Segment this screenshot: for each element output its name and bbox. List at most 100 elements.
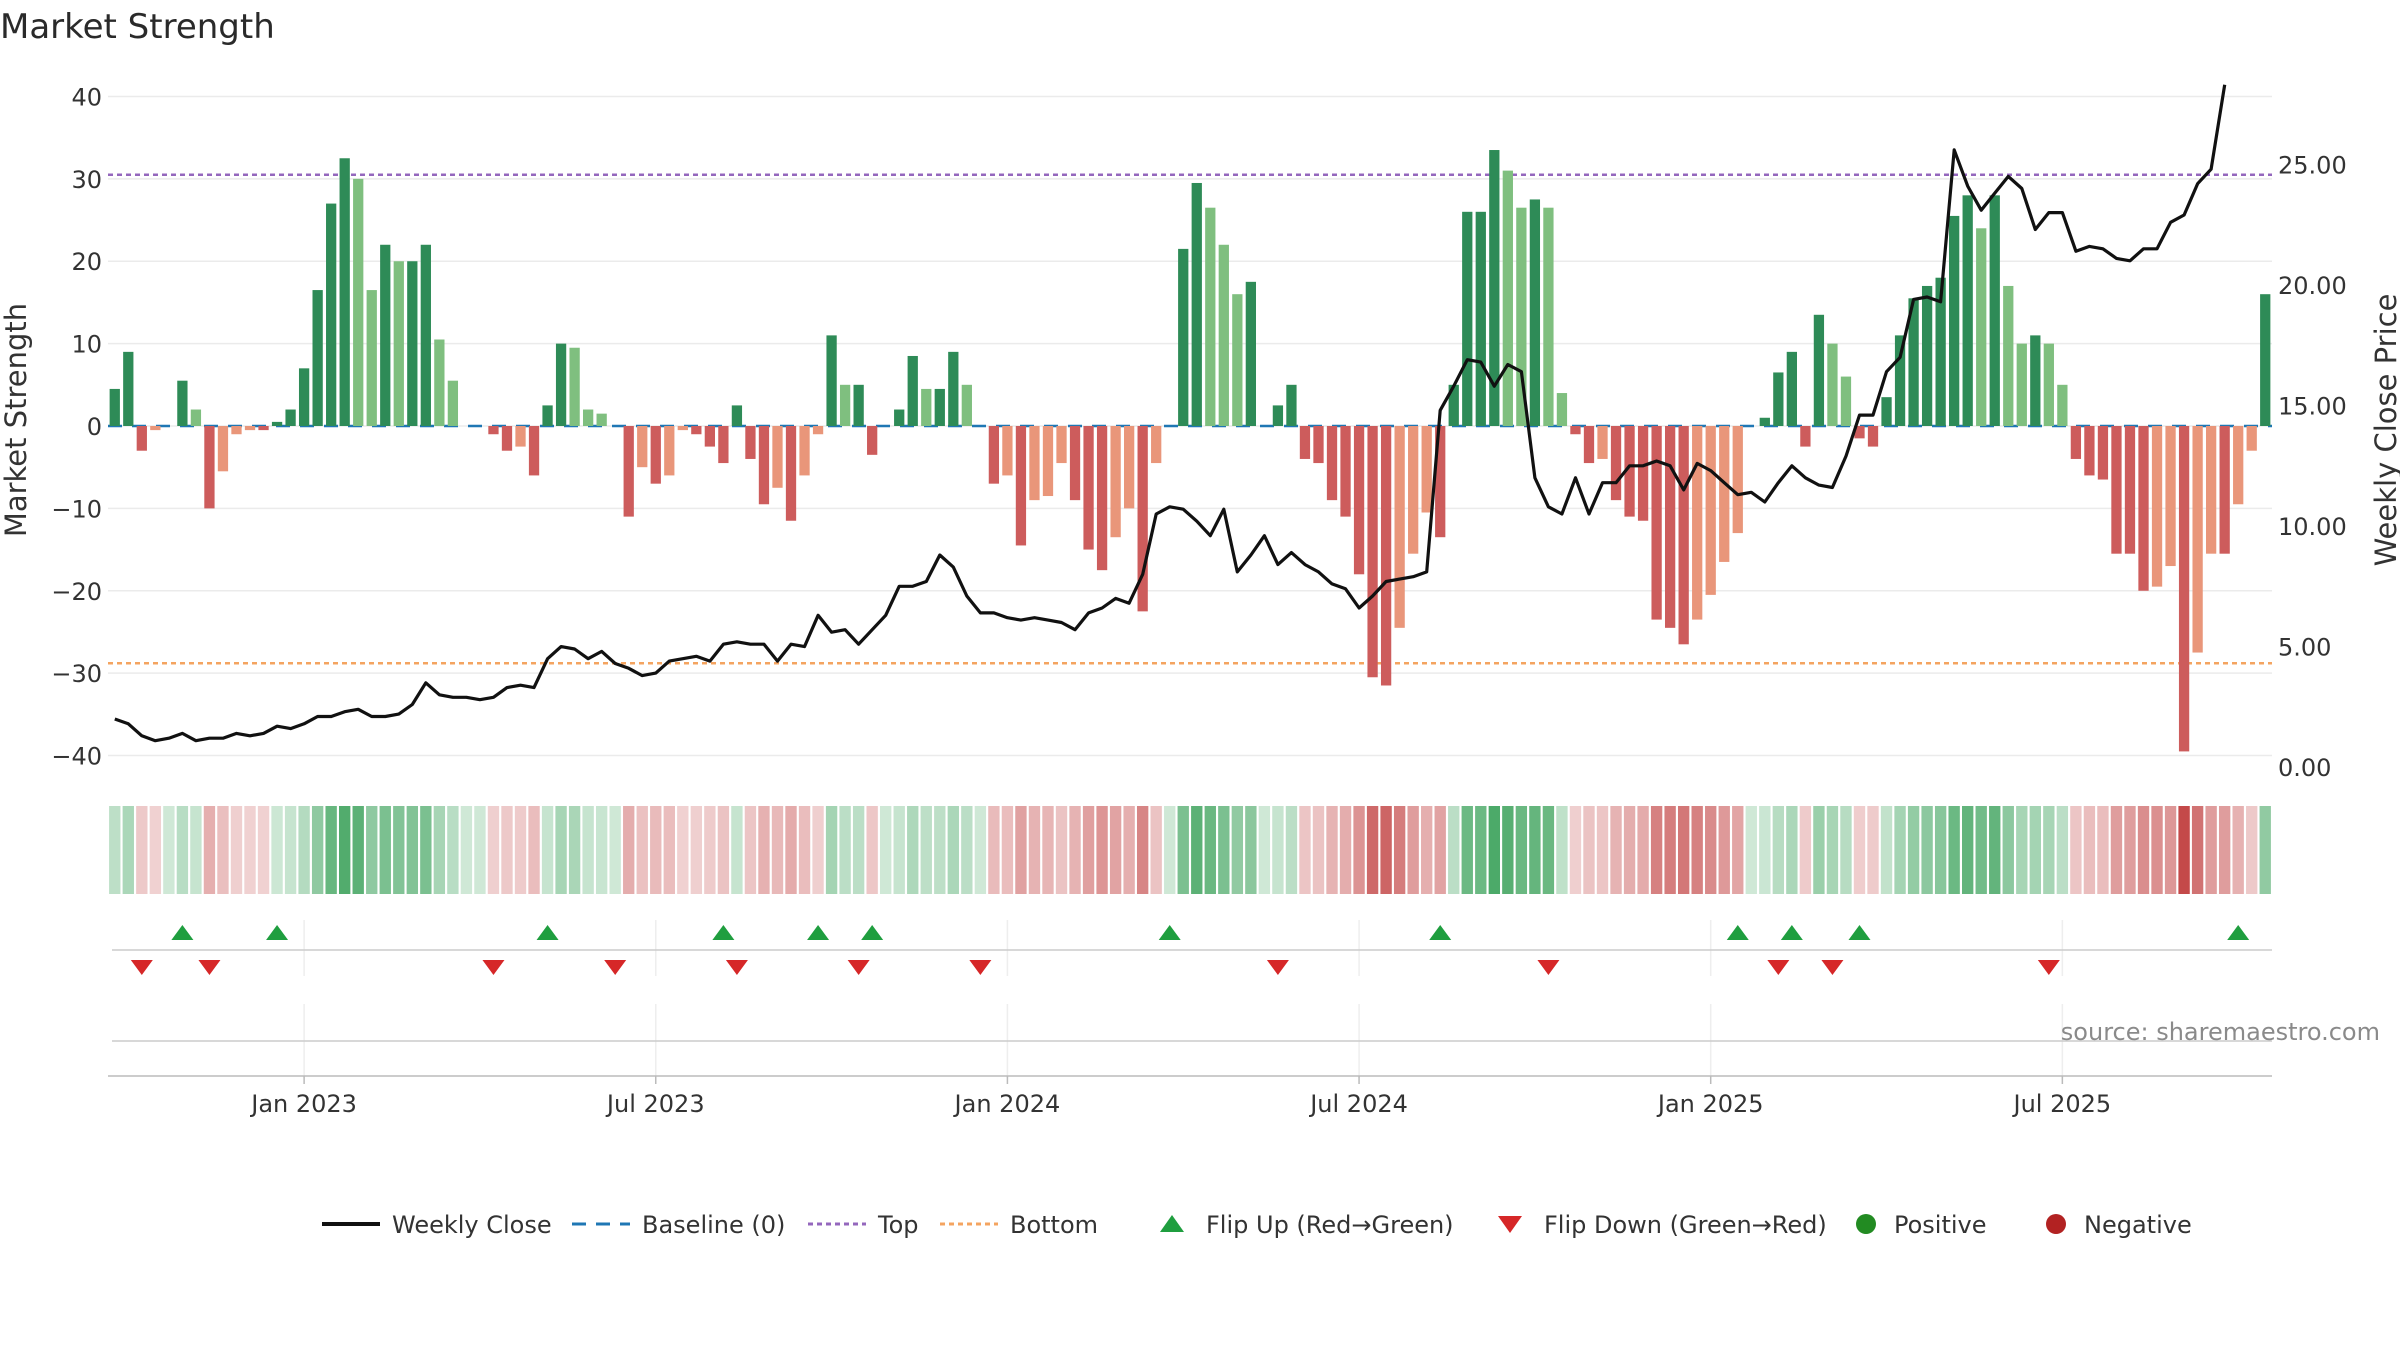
flip-up-marker (2227, 925, 2250, 940)
heat-cell (325, 806, 337, 894)
heat-cell (1015, 806, 1027, 894)
heat-cell (541, 806, 554, 894)
flip-down-marker (847, 960, 870, 975)
strength-bar (948, 351, 959, 426)
strength-bar (2178, 426, 2190, 752)
flip-up-marker (1726, 925, 1749, 940)
y2-axis-label: Weekly Close Price (2369, 294, 2400, 567)
strength-bar (1692, 426, 1703, 620)
strength-bar (812, 426, 824, 435)
flip-up-marker (1429, 925, 1452, 940)
strength-bar (1015, 426, 1027, 546)
y2-tick-label: 10.00 (2278, 513, 2347, 541)
flip-markers-panel (112, 920, 2272, 1078)
strength-bar (677, 426, 688, 431)
heat-cell (2137, 806, 2150, 894)
heat-cell (555, 806, 567, 894)
strength-bar (109, 388, 120, 426)
strength-bar (1232, 294, 1243, 426)
strength-bar (1651, 426, 1662, 620)
strength-bar (1989, 195, 2000, 426)
strength-bar (907, 355, 918, 426)
strength-bar (2043, 343, 2054, 426)
flip-up-marker (1780, 925, 1803, 940)
strength-bar (380, 244, 391, 426)
heat-cell (406, 806, 418, 894)
strength-bar (691, 426, 702, 435)
heat-cell (1502, 806, 1514, 894)
strength-bar (1827, 343, 1838, 426)
strength-bar (2003, 285, 2014, 426)
heat-cell (1448, 806, 1460, 894)
heat-cell (934, 806, 946, 894)
heat-cell (528, 806, 540, 894)
heat-cell (1109, 806, 1122, 894)
source-credit: source: sharemaestro.com (2061, 1018, 2380, 1046)
strength-bar (1353, 426, 1365, 575)
strength-bar (1178, 248, 1189, 426)
heat-cell (880, 806, 892, 894)
heat-cell (1434, 806, 1446, 894)
strength-bar (2233, 426, 2244, 505)
heat-cell (2070, 806, 2082, 894)
legend-label: Weekly Close (392, 1211, 552, 1239)
flip-up-marker (807, 925, 830, 940)
strength-bar (582, 409, 594, 426)
heat-cell (1934, 806, 1947, 894)
heat-cell (460, 806, 473, 894)
heat-cell (623, 806, 635, 894)
heat-cell (893, 806, 905, 894)
strength-bar (1042, 426, 1054, 497)
strength-bar (1678, 426, 1689, 645)
strength-bar (1570, 426, 1581, 435)
heat-cell (866, 806, 878, 894)
flip-up-marker (536, 925, 559, 940)
y-axis-label: Market Strength (0, 303, 33, 537)
heat-cell (1772, 806, 1785, 894)
heat-cell (920, 806, 932, 894)
heat-cell (1867, 806, 1879, 894)
heat-cell (230, 806, 243, 894)
strength-bar (799, 426, 810, 476)
heat-cell (947, 806, 959, 894)
heat-cell (1745, 806, 1757, 894)
heat-cell (1407, 806, 1419, 894)
heat-cell (609, 806, 621, 894)
strength-bar (231, 426, 242, 435)
heat-cell (2218, 806, 2231, 894)
strength-bar (1583, 426, 1595, 464)
heat-cell (798, 806, 811, 894)
heat-cell (1421, 806, 1433, 894)
strength-bar (2151, 426, 2163, 587)
strength-bar (1800, 426, 1811, 447)
y-tick-label: 10 (71, 331, 102, 359)
strength-bar (1949, 215, 1960, 426)
x-axis: Jan 2023 Jul 2023 Jan 2024 Jul 2024 Jan 2025… (108, 1075, 2272, 1118)
heat-cell (1583, 806, 1595, 894)
heat-cell (1177, 806, 1189, 894)
strength-bar (123, 351, 134, 426)
heat-cell (1664, 806, 1676, 894)
heat-cell (2178, 806, 2190, 894)
reference-lines (108, 173, 2272, 665)
strength-bar (542, 405, 553, 426)
strength-bar (2219, 426, 2230, 554)
heat-cell (2110, 806, 2123, 894)
strength-bar (664, 426, 675, 476)
strength-bar (2084, 426, 2095, 476)
strength-bar (1719, 426, 1730, 562)
heat-cell (1826, 806, 1839, 894)
heat-cell (771, 806, 784, 894)
heat-cell (1989, 806, 2001, 894)
strength-bar (1786, 351, 1798, 426)
strength-bar (1935, 277, 1946, 426)
strength-bar (1367, 426, 1378, 678)
heat-cell (731, 806, 743, 894)
strength-bar (745, 426, 756, 459)
y-tick-label: −30 (51, 660, 102, 688)
flip-down-marker (130, 960, 153, 975)
heat-cell (1637, 806, 1649, 894)
flip-down-marker (198, 960, 221, 975)
y2-tick-label: 5.00 (2278, 634, 2331, 662)
heat-cell (812, 806, 824, 894)
